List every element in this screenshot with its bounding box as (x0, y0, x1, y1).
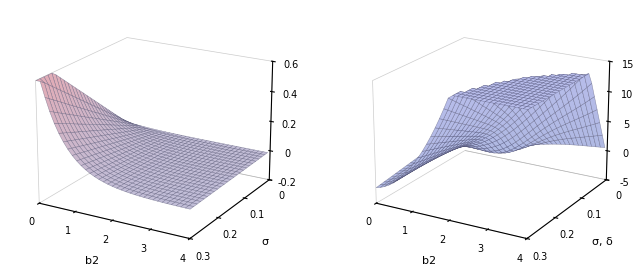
X-axis label: b2: b2 (85, 256, 99, 266)
Y-axis label: σ, δ: σ, δ (592, 237, 613, 247)
X-axis label: b2: b2 (422, 256, 436, 266)
Y-axis label: σ: σ (262, 237, 269, 247)
